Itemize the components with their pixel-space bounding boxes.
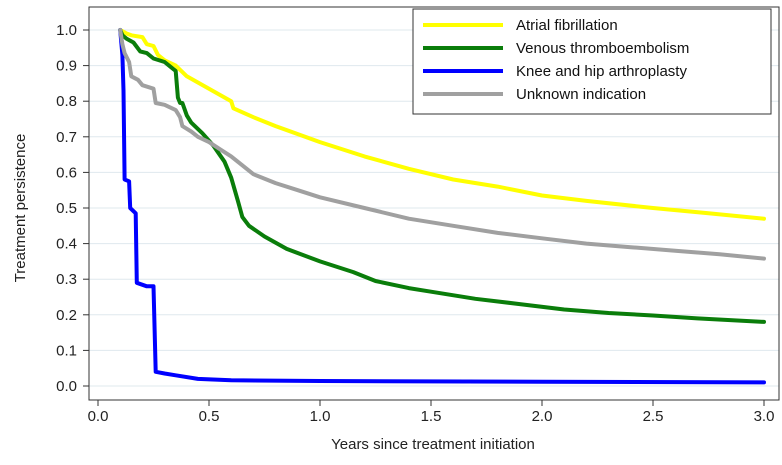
series-line-venous-thromboembolism xyxy=(118,28,766,324)
plot-area-border xyxy=(88,6,780,401)
y-tick-label: 0.2 xyxy=(56,307,77,324)
series-line-knee-and-hip-arthroplasty xyxy=(118,28,766,385)
series-lines xyxy=(118,28,766,385)
y-tick-label: 0.6 xyxy=(56,164,77,181)
legend-label-venous-thromboembolism: Venous thromboembolism xyxy=(516,40,689,57)
legend-label-atrial-fibrillation: Atrial fibrillation xyxy=(516,17,618,34)
y-tick-label: 0.3 xyxy=(56,271,77,288)
x-tick-label: 0.5 xyxy=(199,408,220,425)
x-axis-label: Years since treatment initiation xyxy=(331,436,535,453)
y-tick-label: 0.0 xyxy=(56,378,77,395)
y-tick-label: 0.4 xyxy=(56,236,77,253)
series-line-atrial-fibrillation xyxy=(118,28,766,221)
axes: 0.0 0.1 0.2 0.3 0.4 0.5 0.6 0.7 0.8 0.9 1.0 0.0 0.5 1… xyxy=(56,22,774,425)
y-tick-label: 0.5 xyxy=(56,200,77,217)
x-tick-label: 2.0 xyxy=(532,408,553,425)
x-tick-label: 0.0 xyxy=(88,408,109,425)
y-tick-label: 1.0 xyxy=(56,22,77,39)
y-tick-label: 0.7 xyxy=(56,129,77,146)
x-tick-label: 2.5 xyxy=(643,408,664,425)
legend-label-knee-and-hip-arthroplasty: Knee and hip arthroplasty xyxy=(516,63,687,80)
series-line-unknown-indication xyxy=(118,28,766,261)
x-tick-label: 1.5 xyxy=(421,408,442,425)
y-tick-label: 0.1 xyxy=(56,342,77,359)
y-tick-label: 0.9 xyxy=(56,58,77,75)
legend: Atrial fibrillation Venous thromboembolis… xyxy=(412,8,772,115)
x-tick-label: 3.0 xyxy=(754,408,775,425)
legend-label-unknown-indication: Unknown indication xyxy=(516,86,646,103)
x-tick-label: 1.0 xyxy=(310,408,331,425)
y-axis-label: Treatment persistence xyxy=(12,134,29,283)
y-tick-label: 0.8 xyxy=(56,93,77,110)
